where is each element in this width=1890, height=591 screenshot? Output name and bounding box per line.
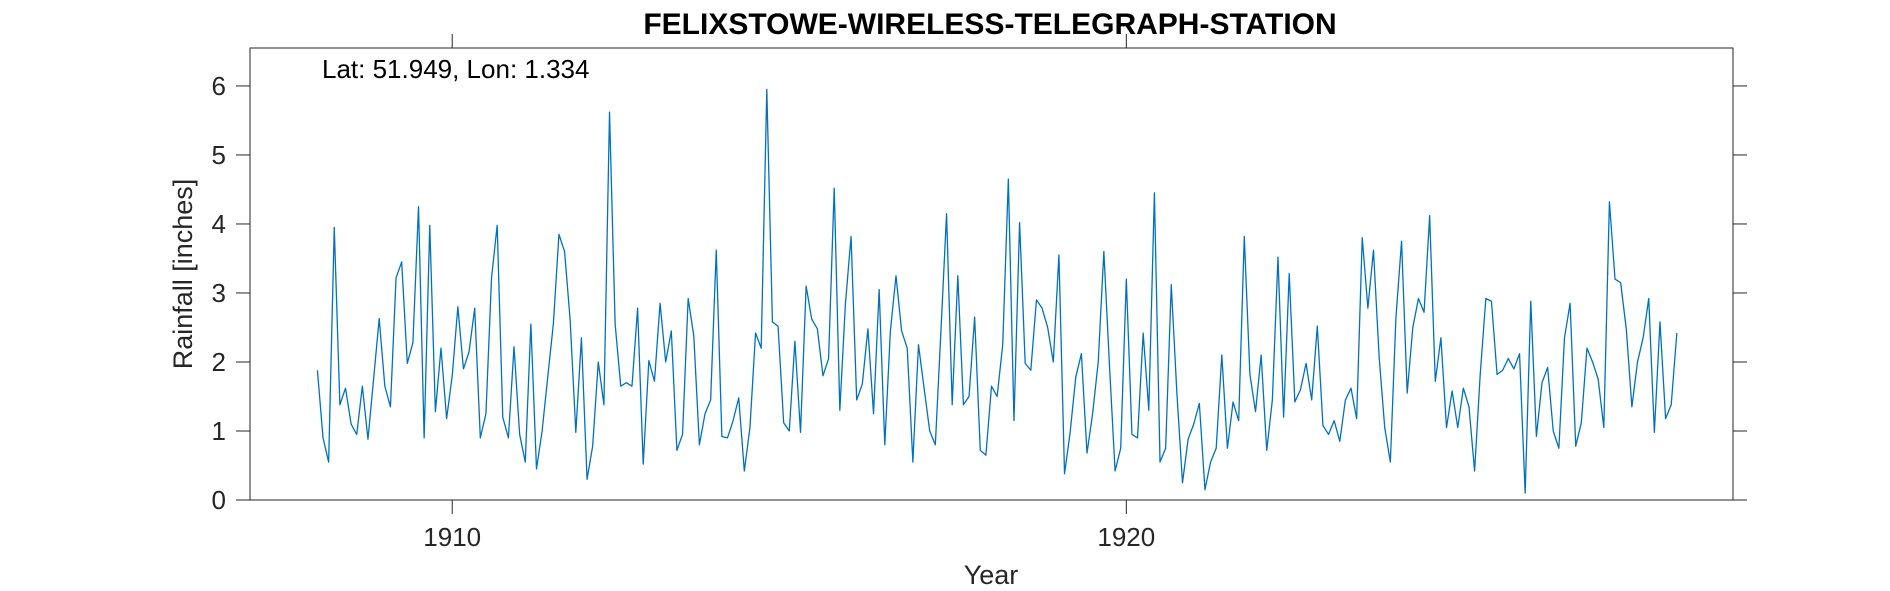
x-tick-label: 1910 (423, 522, 481, 552)
y-tick-label: 4 (212, 209, 226, 239)
plot-area (249, 47, 1734, 501)
y-tick-label: 2 (212, 347, 226, 377)
y-tick-label: 6 (212, 71, 226, 101)
x-axis-ticks: 1910 1920 (423, 34, 1155, 552)
chart-title: FELIXSTOWE-WIRELESS-TELEGRAPH-STATION (643, 8, 1336, 41)
rainfall-series-line (316, 88, 1678, 494)
y-axis-label: Rainfall [inches] (168, 179, 198, 370)
y-tick-label: 3 (212, 278, 226, 308)
y-axis-ticks: 0 1 2 3 4 5 6 (212, 71, 1747, 515)
location-annotation: Lat: 51.949, Lon: 1.334 (322, 54, 589, 84)
y-tick-label: 0 (212, 485, 226, 515)
x-axis-label: Year (964, 560, 1019, 590)
x-tick-label: 1920 (1097, 522, 1155, 552)
y-tick-label: 5 (212, 140, 226, 170)
y-tick-label: 1 (212, 416, 226, 446)
